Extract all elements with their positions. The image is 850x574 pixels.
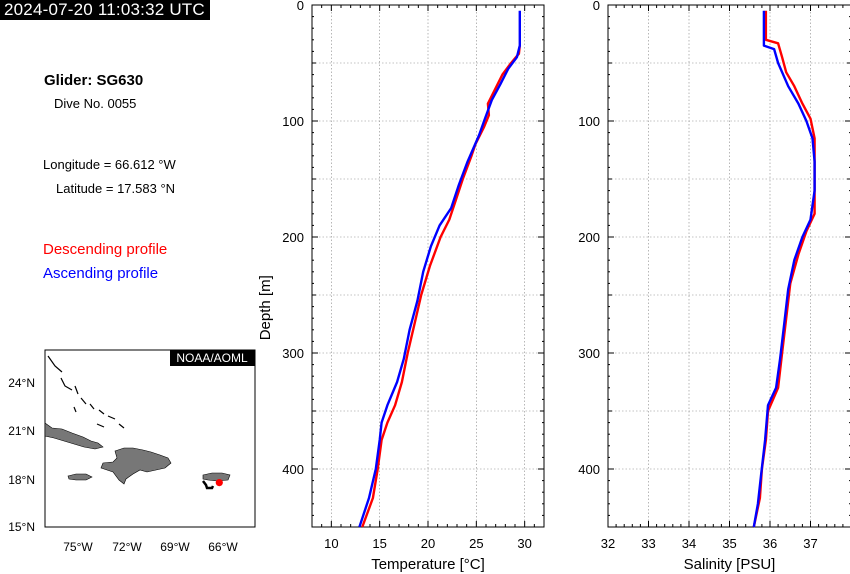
map-lat-tick: 21°N xyxy=(8,424,35,438)
ascending-profile-line xyxy=(358,10,521,528)
x-tick-label: 15 xyxy=(372,536,386,551)
y-tick-label: 0 xyxy=(297,0,304,13)
x-tick-label: 20 xyxy=(421,536,435,551)
x-tick-label: 34 xyxy=(682,536,696,551)
dive-number: Dive No. 0055 xyxy=(54,96,137,111)
x-tick-label: 35 xyxy=(722,536,736,551)
map-lat-ticks: 24°N 21°N 18°N 15°N xyxy=(8,376,35,534)
timestamp: 2024-07-20 11:03:32 UTC xyxy=(0,0,210,20)
y-tick-label: 100 xyxy=(282,114,304,129)
legend-ascending: Ascending profile xyxy=(43,265,159,282)
y-tick-label: 400 xyxy=(578,462,600,477)
grid xyxy=(312,4,544,527)
tick-marks xyxy=(607,4,850,528)
x-tick-label: 25 xyxy=(469,536,483,551)
x-axis-label: Temperature [°C] xyxy=(371,556,485,573)
map-lon-tick: 69°W xyxy=(160,540,190,554)
y-tick-label: 0 xyxy=(593,0,600,13)
map-lat-tick: 15°N xyxy=(8,520,35,534)
map-lon-tick: 66°W xyxy=(208,540,238,554)
map-lat-tick: 18°N xyxy=(8,473,35,487)
y-tick-label: 300 xyxy=(578,346,600,361)
tick-marks xyxy=(311,4,545,528)
glider-title: Glider: SG630 xyxy=(44,72,144,89)
grid xyxy=(607,4,850,527)
x-tick-label: 10 xyxy=(324,536,338,551)
longitude-readout: Longitude = 66.612 °W xyxy=(43,157,176,172)
latitude-readout: Latitude = 17.583 °N xyxy=(56,181,176,196)
y-tick-label: 300 xyxy=(282,346,304,361)
bahamas-islands xyxy=(47,355,125,429)
x-tick-label: 36 xyxy=(763,536,777,551)
plot-frame xyxy=(607,4,850,528)
y-tick-label: 400 xyxy=(282,462,304,477)
jamaica-landmass xyxy=(67,473,93,481)
map-lon-tick: 72°W xyxy=(112,540,142,554)
hispaniola-landmass xyxy=(100,447,172,485)
descending-profile-line xyxy=(361,45,521,528)
map-land xyxy=(44,422,231,485)
y-tick-label: 100 xyxy=(578,114,600,129)
legend-descending: Descending profile xyxy=(43,241,168,258)
puerto-rico-landmass xyxy=(202,472,231,482)
glider-position-marker xyxy=(215,479,223,487)
map-lon-tick: 75°W xyxy=(63,540,93,554)
y-axis-label: Depth [m] xyxy=(257,275,274,340)
x-tick-label: 30 xyxy=(517,536,531,551)
map-credit-box xyxy=(170,350,255,366)
x-tick-label: 33 xyxy=(641,536,655,551)
x-axis-label: Salinity [PSU] xyxy=(684,556,776,573)
salinity-profile-chart: 32 33 34 35 36 37 0 100 200 300 400 Salinity [PSU] xyxy=(578,0,850,573)
map-lon-ticks: 75°W 72°W 69°W 66°W xyxy=(63,540,238,554)
y-tick-label: 200 xyxy=(282,230,304,245)
glider-track xyxy=(202,480,215,490)
map-lat-tick: 24°N xyxy=(8,376,35,390)
y-tick-label: 200 xyxy=(578,230,600,245)
location-map: NOAA/AOML 24°N 21°N 18°N 15°N 75°W 72°W … xyxy=(8,349,256,554)
x-tick-label: 37 xyxy=(803,536,817,551)
map-credit: NOAA/AOML xyxy=(176,351,248,365)
ascending-profile-line xyxy=(752,10,816,528)
cuba-landmass xyxy=(44,422,104,450)
x-tick-label: 32 xyxy=(601,536,615,551)
